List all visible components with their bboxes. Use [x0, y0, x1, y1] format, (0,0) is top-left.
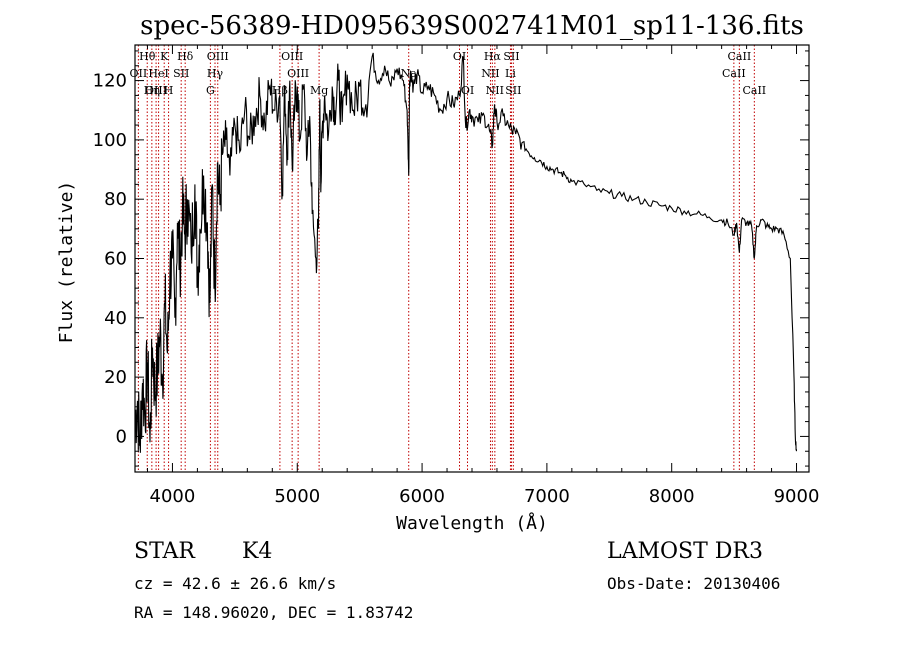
spectral-line-label: OIII [207, 50, 229, 63]
y-tick-label: 100 [93, 130, 127, 151]
x-axis-label: Wavelength (Å) [396, 512, 548, 534]
y-tick-label: 20 [104, 367, 127, 388]
y-axis: 0 20 40 60 80 100 120 [93, 50, 809, 467]
spectral-line-label: OIII [145, 84, 167, 97]
observation-date: Obs-Date: 20130406 [607, 574, 781, 593]
sky-coordinates: RA = 148.96020, DEC = 1.83742 [134, 603, 414, 622]
x-tick-label: 9000 [774, 486, 820, 507]
chart-title: spec-56389-HD095639S002741M01_sp11-136.f… [140, 11, 804, 41]
spectral-line-label: SII [173, 67, 189, 80]
redshift-velocity: cz = 42.6 ± 26.6 km/s [134, 574, 337, 593]
spectral-line-label: SII [505, 84, 521, 97]
survey-name: LAMOST DR3 [607, 539, 763, 564]
spectral-line-labels: Hθ OII OIII K HeI Hη SII H Hδ OIII Hγ G OIII OIII Hβ Mg… [130, 50, 767, 97]
x-tick-label: 6000 [399, 486, 445, 507]
object-class: STAR [134, 539, 195, 564]
spectral-line-label: OIII [287, 67, 309, 80]
spectral-line-label: Na [401, 67, 418, 80]
spectral-line-label: OII [130, 67, 148, 80]
spectral-line-label: HeI [148, 67, 168, 80]
spectral-line-label: NII [481, 67, 499, 80]
spectral-line-label: OIII [281, 50, 303, 63]
spectral-line-label: SII [503, 50, 519, 63]
spectral-line-label: NII [486, 84, 504, 97]
spectral-line-label: OI [453, 50, 466, 63]
plot-frame [134, 44, 810, 473]
y-tick-label: 40 [104, 308, 127, 329]
y-tick-label: 80 [104, 189, 127, 210]
spectral-line-label: Hγ [207, 67, 224, 80]
y-axis-label: Flux (relative) [56, 181, 77, 344]
spectral-line-label: Hβ [272, 84, 288, 97]
x-tick-label: 5000 [274, 486, 320, 507]
spectral-line-label: Hθ [139, 50, 156, 63]
spectral-line-label: Li [505, 67, 516, 80]
spectral-line-label: Mg [310, 84, 328, 97]
x-tick-label: 7000 [524, 486, 570, 507]
spectral-line-label: CaII [728, 50, 752, 63]
y-tick-label: 0 [116, 426, 127, 447]
spectral-line-label: Hδ [177, 50, 194, 63]
y-tick-label: 60 [104, 249, 127, 270]
x-axis: 4000 5000 6000 7000 8000 9000 [146, 45, 820, 507]
x-tick-label: 8000 [649, 486, 695, 507]
spectral-line-label: H [164, 84, 174, 97]
spectral-line-label: CaII [742, 84, 766, 97]
spectral-line-label: K [160, 50, 169, 63]
y-tick-label: 120 [93, 71, 127, 92]
x-tick-label: 4000 [150, 486, 196, 507]
spectral-line-label: G [206, 84, 215, 97]
spectral-line-label: Hη [144, 84, 160, 97]
spectral-line-label: CaII [722, 67, 746, 80]
flux-series-line [134, 52, 798, 453]
spectral-line-label: OI [461, 84, 474, 97]
spectral-subclass: K4 [242, 539, 273, 564]
spectral-line-label: Hα [484, 50, 502, 63]
